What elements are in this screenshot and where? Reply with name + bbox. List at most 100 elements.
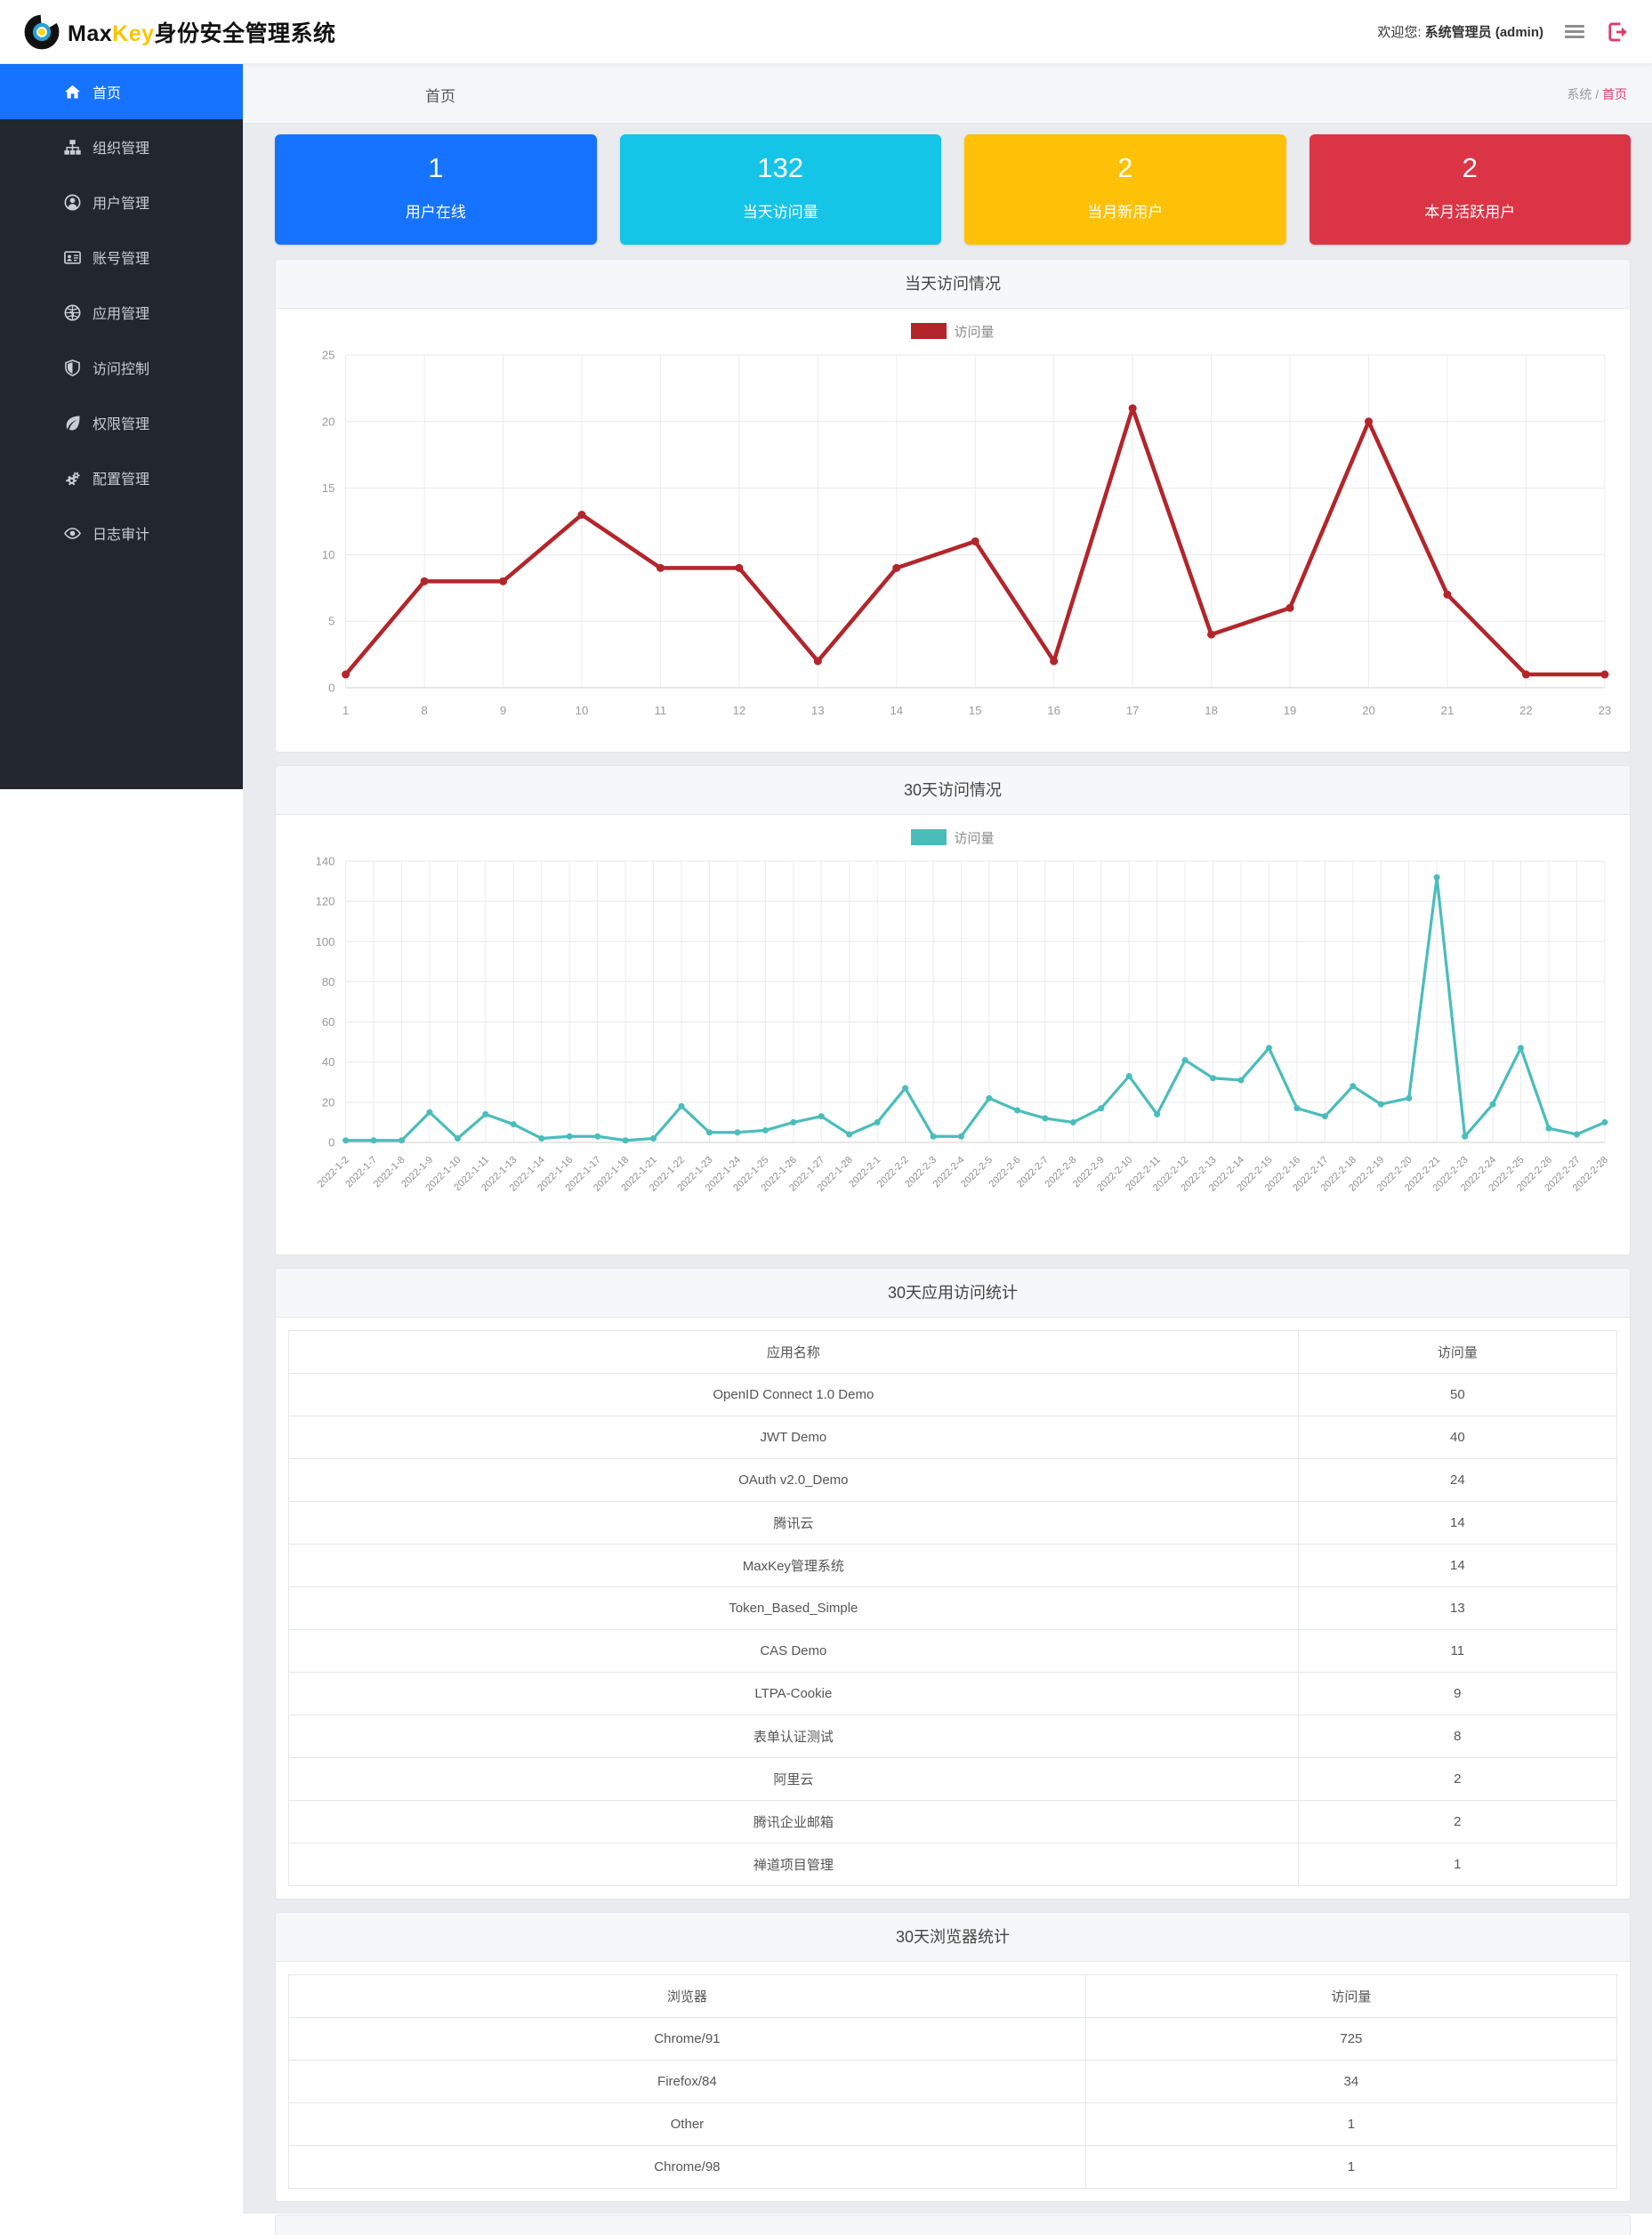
svg-text:13: 13	[811, 704, 825, 717]
table-cell: 13	[1297, 1586, 1618, 1630]
svg-text:5: 5	[328, 615, 334, 628]
sidebar-item-app[interactable]: 应用管理	[0, 285, 243, 340]
sidebar-item-home[interactable]: 首页	[0, 64, 243, 119]
table-cell: 表单认证测试	[288, 1715, 1299, 1758]
chart-legend: 访问量	[288, 826, 1617, 849]
sidebar-item-audit[interactable]: 日志审计	[0, 505, 243, 561]
table-cell: 725	[1084, 2017, 1618, 2061]
brand: MaxKey身份安全管理系统	[23, 13, 336, 51]
legend-swatch	[911, 829, 947, 845]
table-row: OAuth v2.0_Demo 24	[288, 1458, 1618, 1502]
svg-text:10: 10	[576, 704, 589, 717]
svg-text:20: 20	[1362, 704, 1375, 717]
sidebar-item-label: 用户管理	[93, 197, 150, 212]
sidebar-item-label: 访问控制	[93, 362, 150, 377]
sidebar-item-config[interactable]: 配置管理	[0, 450, 243, 505]
svg-text:20: 20	[322, 415, 335, 428]
sidebar: 首页组织管理用户管理账号管理应用管理访问控制权限管理配置管理日志审计	[0, 64, 243, 789]
today-visits-chart-body: 访问量 0 5 10 15 20 25 1 8 9 10 11 12 13 14 15 16 17 18 19 20 2…	[276, 309, 1630, 752]
svg-text:21: 21	[1441, 704, 1455, 717]
org-icon	[64, 139, 81, 156]
table-row: Other 1	[288, 2102, 1618, 2146]
home-icon	[64, 84, 81, 101]
table-row: OpenID Connect 1.0 Demo 50	[288, 1373, 1618, 1416]
stat-cards-row: 1 用户在线 132 当天访问量 2 当月新用户 2 本月活跃用户	[275, 134, 1631, 245]
table-cell: Chrome/98	[288, 2145, 1086, 2189]
sidebar-item-permission[interactable]: 权限管理	[0, 395, 243, 450]
table-cell: 1	[1084, 2102, 1618, 2146]
stat-card-label: 用户在线	[405, 204, 466, 221]
sidebar-item-account[interactable]: 账号管理	[0, 230, 243, 285]
sidebar-item-label: 权限管理	[93, 417, 150, 432]
stat-card-label: 本月活跃用户	[1424, 204, 1516, 221]
table-cell: Other	[288, 2102, 1086, 2146]
svg-text:19: 19	[1284, 704, 1297, 717]
sidebar-item-access-control[interactable]: 访问控制	[0, 340, 243, 395]
table-cell: 腾讯企业邮箱	[288, 1800, 1299, 1844]
30day-visits-chart-body: 访问量 0 20 40 60 80 100 120 140 2022-1-2 2022-1-7 20…	[276, 815, 1630, 1255]
stat-card-value: 2	[1462, 152, 1478, 183]
svg-text:17: 17	[1126, 704, 1140, 717]
app-icon	[64, 304, 81, 321]
table-cell: OAuth v2.0_Demo	[288, 1458, 1299, 1502]
sidebar-item-org[interactable]: 组织管理	[0, 119, 243, 174]
svg-text:14: 14	[890, 704, 903, 717]
table-cell: 阿里云	[288, 1757, 1299, 1801]
page-title: 首页	[425, 88, 455, 105]
sidebar-item-label: 配置管理	[93, 472, 150, 488]
brand-title: MaxKey身份安全管理系统	[68, 20, 336, 46]
table-cell: Token_Based_Simple	[288, 1586, 1299, 1630]
sidebar-item-user[interactable]: 用户管理	[0, 174, 243, 230]
table-cell: 8	[1297, 1715, 1618, 1758]
30day-app-stats-body: 应用名称 访问量 OpenID Connect 1.0 Demo 50 JWT Demo…	[276, 1318, 1630, 1899]
table-header-cell: 访问量	[1297, 1330, 1618, 1374]
panel-30day-app-stats: 30天应用访问统计 应用名称 访问量 OpenID Connect 1.0 Demo…	[275, 1268, 1631, 1900]
stat-card-当天访问量: 132 当天访问量	[619, 134, 941, 245]
table-header-cell: 应用名称	[288, 1330, 1299, 1374]
table-cell: 禅道项目管理	[288, 1843, 1299, 1886]
audit-icon	[64, 525, 81, 542]
svg-text:140: 140	[316, 855, 335, 868]
panel-title-30day-visits: 30天访问情况	[276, 766, 1630, 815]
table-row: 禅道项目管理 1	[288, 1843, 1618, 1886]
panel-30day-visits: 30天访问情况 访问量 0 20 40 60 80 100 120 140 2022-1-2 20…	[275, 765, 1631, 1255]
footer-panel	[275, 2215, 1631, 2235]
table-cell: 腾讯云	[288, 1501, 1299, 1545]
logout-icon[interactable]	[1606, 20, 1629, 44]
svg-text:1: 1	[342, 704, 349, 717]
svg-text:60: 60	[322, 1015, 335, 1029]
sidebar-item-label: 日志审计	[93, 528, 150, 543]
sidebar-menu: 首页组织管理用户管理账号管理应用管理访问控制权限管理配置管理日志审计	[0, 64, 243, 561]
content-area: 首页 系统 / 首页 1 用户在线 132 当天访问量 2 当月新用户 2 本月活跃用户 当天…	[243, 64, 1652, 2235]
sidebar-item-label: 应用管理	[93, 307, 150, 322]
svg-text:100: 100	[316, 935, 335, 948]
table-row: Firefox/84 34	[288, 2060, 1618, 2103]
table-cell: 2	[1297, 1800, 1618, 1844]
top-bar: MaxKey身份安全管理系统 欢迎您: 系统管理员 (admin)	[0, 0, 1652, 64]
svg-text:0: 0	[328, 1136, 334, 1150]
menu-toggle-icon[interactable]	[1563, 20, 1586, 44]
breadcrumb-root[interactable]: 系统	[1567, 87, 1592, 101]
stat-card-用户在线: 1 用户在线	[275, 134, 597, 245]
table-cell: 1	[1297, 1843, 1618, 1886]
svg-text:18: 18	[1205, 704, 1218, 717]
stat-card-本月活跃用户: 2 本月活跃用户	[1309, 134, 1631, 245]
app-visits-table: 应用名称 访问量 OpenID Connect 1.0 Demo 50 JWT Demo…	[288, 1330, 1618, 1886]
table-cell: 40	[1297, 1416, 1618, 1459]
svg-text:80: 80	[322, 975, 335, 988]
table-row: Chrome/98 1	[288, 2145, 1618, 2189]
stat-card-label: 当天访问量	[742, 204, 818, 221]
table-row: 表单认证测试 8	[288, 1715, 1618, 1758]
account-icon	[64, 249, 81, 266]
table-header-row: 浏览器 访问量	[288, 1974, 1618, 2018]
legend-label: 访问量	[954, 830, 995, 846]
legend-label: 访问量	[954, 324, 995, 340]
sidebar-item-label: 组织管理	[93, 141, 150, 157]
svg-text:40: 40	[322, 1055, 335, 1069]
table-row: MaxKey管理系统 14	[288, 1544, 1618, 1587]
table-header-cell: 访问量	[1084, 1974, 1618, 2018]
breadcrumb-current[interactable]: 首页	[1602, 87, 1627, 101]
table-cell: Chrome/91	[288, 2017, 1086, 2061]
table-header-cell: 浏览器	[288, 1974, 1086, 2018]
svg-text:16: 16	[1047, 704, 1060, 717]
